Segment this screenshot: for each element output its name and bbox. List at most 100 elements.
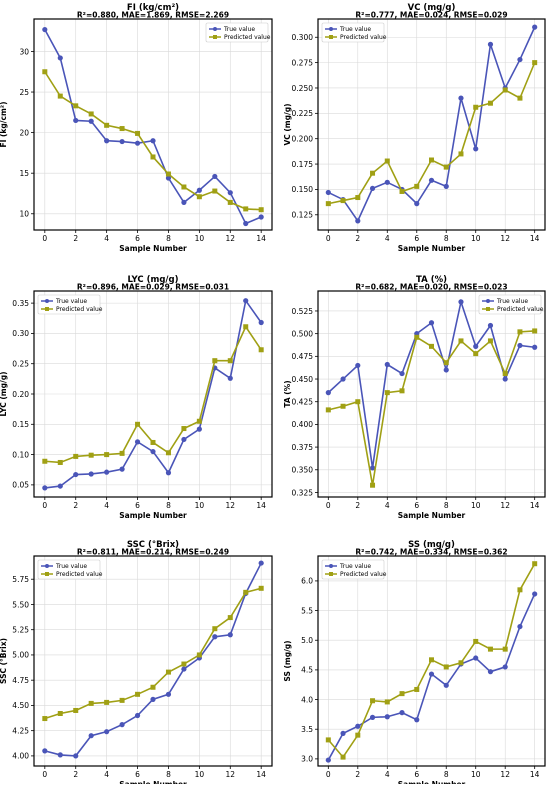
x-tick-label: 8	[444, 234, 449, 243]
data-point-true	[165, 691, 172, 697]
y-axis-label: TA (%)	[283, 380, 292, 407]
data-point-pred	[429, 657, 434, 663]
data-point-pred	[399, 691, 405, 697]
data-point-pred	[88, 111, 94, 117]
x-tick-label: 12	[500, 770, 510, 779]
legend-marker-pred	[329, 35, 333, 39]
plot-frame	[33, 18, 273, 231]
data-point-true	[104, 138, 110, 144]
data-point-true	[458, 95, 464, 101]
data-point-pred	[243, 589, 249, 595]
data-point-true	[181, 436, 187, 443]
data-point-true	[340, 376, 346, 382]
x-tick-label: 0	[42, 501, 47, 510]
data-point-pred	[414, 334, 420, 340]
y-tick-label: 0.20	[12, 390, 29, 399]
y-tick-label: 25	[19, 88, 29, 97]
data-point-pred	[370, 170, 376, 176]
data-point-true	[517, 623, 523, 630]
data-point-true	[212, 173, 218, 180]
data-point-true	[532, 24, 538, 30]
data-point-pred	[150, 684, 156, 690]
y-tick-label: 0.15	[12, 420, 29, 429]
data-point-pred	[135, 691, 141, 697]
data-point-pred	[340, 754, 346, 760]
data-point-true	[88, 733, 94, 739]
data-point-true	[428, 177, 435, 183]
data-point-pred	[384, 158, 390, 164]
data-point-true	[325, 757, 331, 763]
data-point-true	[473, 343, 479, 349]
data-point-true	[165, 470, 172, 476]
y-tick-label: 20	[19, 128, 29, 137]
data-point-pred	[165, 450, 171, 456]
data-point-pred	[135, 130, 141, 136]
y-axis-label: FI (kg/cm²)	[0, 101, 8, 147]
data-point-pred	[212, 626, 218, 632]
y-tick-label: 0.225	[292, 109, 314, 118]
plot-frame	[317, 290, 546, 498]
y-tick-label: 5.50	[12, 600, 29, 609]
data-point-true	[73, 471, 79, 478]
data-point-pred	[104, 452, 110, 458]
series-line-true	[327, 26, 536, 223]
data-point-pred	[135, 421, 141, 427]
data-point-pred	[517, 329, 523, 335]
legend-label-true: True value	[339, 563, 371, 570]
y-tick-label: 5.5	[301, 606, 313, 615]
data-point-true	[57, 55, 63, 61]
y-tick-label: 0.300	[292, 33, 314, 42]
data-point-true	[428, 671, 435, 677]
x-tick-label: 14	[256, 770, 266, 779]
data-point-pred	[443, 164, 449, 170]
data-point-pred	[502, 87, 508, 93]
data-point-true	[384, 361, 390, 368]
data-point-pred	[340, 198, 346, 204]
y-tick-label: 0.10	[12, 450, 29, 459]
legend-marker-pred	[45, 307, 49, 311]
y-tick-label: 5.0	[301, 636, 313, 645]
data-point-pred	[458, 151, 464, 157]
y-tick-label: 0.325	[292, 488, 314, 497]
chart-title: SS (mg/g)	[408, 540, 455, 550]
data-point-pred	[181, 184, 187, 190]
x-tick-label: 12	[225, 234, 235, 243]
chart-panel-2: 0.125 0.150 0.175 0.200 0.225 0.250 0.275 0.300…	[283, 3, 546, 253]
y-tick-label: 0.400	[292, 420, 314, 429]
data-point-pred	[487, 646, 493, 652]
legend-marker-pred	[486, 307, 490, 311]
x-tick-label: 2	[355, 234, 360, 243]
y-tick-label: 30	[19, 47, 29, 56]
chart-title: VC (mg/g)	[408, 3, 456, 13]
data-point-pred	[181, 661, 187, 667]
data-point-pred	[487, 100, 493, 106]
x-tick-label: 4	[104, 501, 109, 510]
data-point-true	[355, 723, 361, 729]
chart-panel-4: 0.325 0.350 0.375 0.400 0.425 0.450 0.475 0.500…	[283, 275, 546, 520]
x-tick-label: 6	[135, 234, 140, 243]
data-point-true	[532, 344, 538, 350]
data-point-pred	[104, 699, 110, 705]
data-point-pred	[42, 69, 48, 75]
series-line-true	[327, 298, 535, 469]
data-point-true	[42, 26, 48, 33]
data-point-pred	[196, 194, 202, 200]
chart-subtitle: R²=0.811, MAE=0.214, RMSE=0.249	[77, 548, 229, 557]
x-tick-label: 8	[444, 501, 449, 510]
plot-frame	[33, 555, 273, 767]
y-tick-label: 0.30	[12, 329, 29, 338]
data-point-pred	[181, 426, 187, 432]
legend-box	[37, 294, 101, 315]
legend-marker-true	[329, 27, 333, 31]
x-tick-label: 6	[135, 770, 140, 779]
legend-marker-true	[213, 27, 217, 31]
data-point-true	[227, 375, 233, 381]
data-point-pred	[243, 206, 249, 212]
y-tick-label: 5.75	[12, 575, 29, 584]
data-point-true	[227, 190, 233, 196]
data-point-true	[119, 722, 125, 728]
data-point-true	[119, 466, 125, 472]
data-point-pred	[399, 388, 405, 394]
